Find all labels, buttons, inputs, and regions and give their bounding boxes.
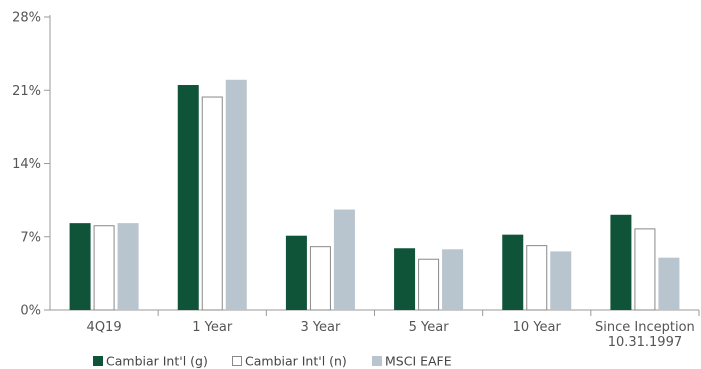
bar-cambiar-int-l-g bbox=[285, 235, 307, 310]
bar-cambiar-int-l-g bbox=[610, 214, 632, 310]
bar-cambiar-int-l-n bbox=[93, 225, 115, 311]
y-tick-label: 21% bbox=[12, 84, 41, 99]
y-tick-label: 7% bbox=[20, 230, 41, 245]
bar-msci-eafe bbox=[225, 79, 247, 311]
category-label: 1 Year bbox=[192, 320, 233, 335]
y-tick-label: 0% bbox=[20, 304, 41, 319]
category-label: 3 Year bbox=[300, 320, 341, 335]
y-axis: 0% 7% 14% 21% 28% bbox=[12, 11, 51, 319]
bar-cambiar-int-l-g bbox=[394, 248, 416, 310]
bars bbox=[69, 79, 680, 311]
legend-swatch bbox=[372, 356, 382, 366]
category-label: 4Q19 bbox=[87, 320, 122, 335]
bar-msci-eafe bbox=[442, 249, 464, 310]
bar-cambiar-int-l-n bbox=[309, 246, 331, 311]
category-label: 10 Year bbox=[513, 320, 562, 335]
bar-msci-eafe bbox=[658, 257, 680, 310]
bar-cambiar-int-l-n bbox=[634, 228, 656, 311]
bar-msci-eafe bbox=[550, 251, 572, 310]
bar-msci-eafe bbox=[117, 223, 139, 310]
y-tick-label: 28% bbox=[12, 11, 41, 26]
legend-swatch bbox=[232, 356, 242, 366]
category-label: Since Inception bbox=[595, 320, 695, 335]
legend-label: Cambiar Int'l (n) bbox=[245, 354, 347, 369]
legend: Cambiar Int'l (g) Cambiar Int'l (n) MSCI E… bbox=[93, 354, 452, 369]
y-tick-label: 14% bbox=[12, 157, 41, 172]
category-label: 10.31.1997 bbox=[608, 335, 682, 350]
bar-cambiar-int-l-n bbox=[526, 245, 548, 311]
bar-cambiar-int-l-g bbox=[69, 223, 91, 310]
bar-msci-eafe bbox=[333, 209, 355, 310]
legend-label: Cambiar Int'l (g) bbox=[106, 354, 208, 369]
category-label: 5 Year bbox=[409, 320, 450, 335]
bar-cambiar-int-l-n bbox=[201, 96, 223, 311]
bar-cambiar-int-l-g bbox=[502, 234, 524, 310]
x-axis bbox=[50, 309, 700, 316]
legend-label: MSCI EAFE bbox=[385, 354, 452, 369]
legend-swatch bbox=[93, 356, 103, 366]
category-labels: 4Q19 1 Year 3 Year 5 Year 10 Year Since Incep… bbox=[87, 320, 695, 350]
bar-cambiar-int-l-g bbox=[177, 85, 199, 311]
bar-cambiar-int-l-n bbox=[418, 258, 440, 311]
